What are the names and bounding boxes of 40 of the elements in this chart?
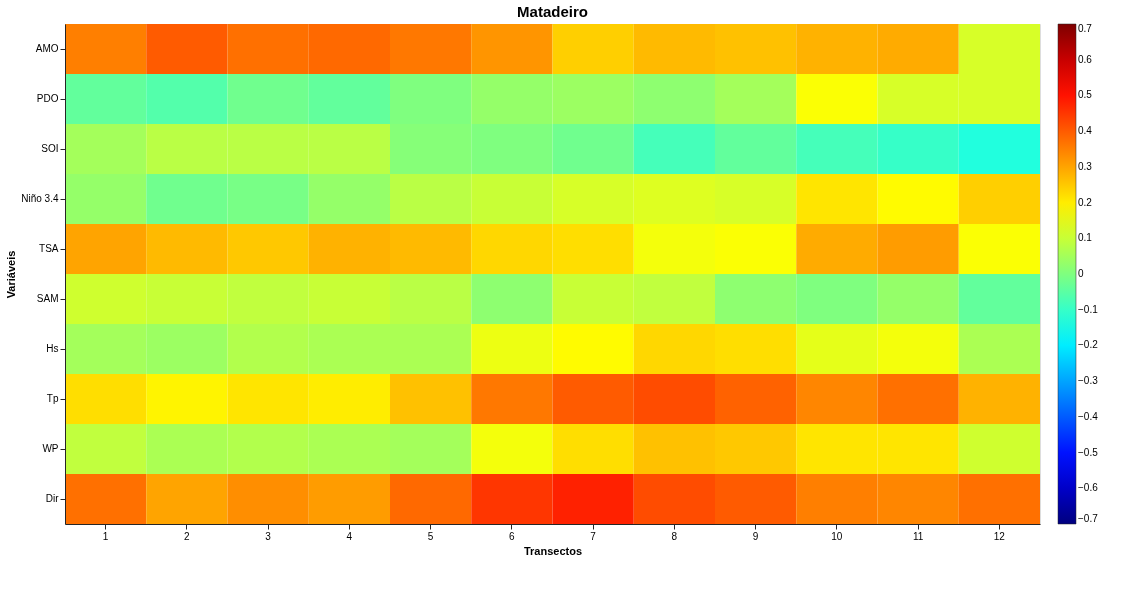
- y-tick-label: Tp: [46, 393, 59, 404]
- x-tick-label: 9: [752, 530, 759, 542]
- x-tick-label: 12: [993, 530, 1006, 542]
- y-tick-label: Dir: [45, 493, 60, 504]
- chart-title: Matadeiro: [517, 3, 588, 20]
- color-bar-label: 0.1: [1078, 232, 1093, 244]
- x-tick-label: 3: [265, 530, 272, 542]
- x-tick-label: 1: [102, 530, 109, 542]
- y-tick-label: TSA: [39, 243, 59, 254]
- x-tick-label: 10: [831, 530, 843, 542]
- y-tick-label: WP: [42, 443, 59, 454]
- y-tick-label: Hs: [46, 343, 59, 354]
- color-bar-label: −0.5: [1078, 446, 1099, 458]
- color-bar-label: −0.7: [1078, 513, 1099, 524]
- x-tick-label: 7: [590, 530, 597, 542]
- color-bar-label: 0: [1078, 268, 1084, 279]
- color-bar-label: 0.5: [1078, 89, 1093, 101]
- x-tick-label: 8: [671, 530, 678, 542]
- x-tick-label: 6: [509, 530, 516, 542]
- color-bar-label: −0.6: [1078, 482, 1099, 494]
- x-tick-label: 4: [346, 530, 353, 542]
- color-bar-label: 0.2: [1078, 196, 1093, 208]
- x-axis-title: Transectos: [523, 544, 583, 557]
- color-bar-label: −0.3: [1078, 375, 1099, 387]
- x-tick-label: 2: [184, 530, 191, 542]
- color-bar-label: −0.4: [1078, 410, 1099, 422]
- y-axis-title: Variáveis: [5, 250, 18, 299]
- color-bar-label: −0.1: [1078, 303, 1099, 315]
- color-bar-label: −0.2: [1078, 339, 1099, 351]
- y-tick-label: Niño 3.4: [21, 193, 59, 204]
- x-tick-label: 11: [912, 530, 924, 542]
- y-tick-label: AMO: [35, 43, 59, 54]
- color-bar-label: 0.6: [1078, 53, 1093, 65]
- color-bar-label: 0.3: [1078, 160, 1093, 172]
- y-tick-label: SOI: [41, 143, 59, 154]
- y-tick-label: PDO: [36, 93, 59, 104]
- color-bar-label: 0.7: [1078, 23, 1093, 34]
- y-tick-label: SAM: [36, 293, 59, 304]
- color-bar-label: 0.4: [1078, 125, 1093, 137]
- x-tick-label: 5: [427, 530, 434, 542]
